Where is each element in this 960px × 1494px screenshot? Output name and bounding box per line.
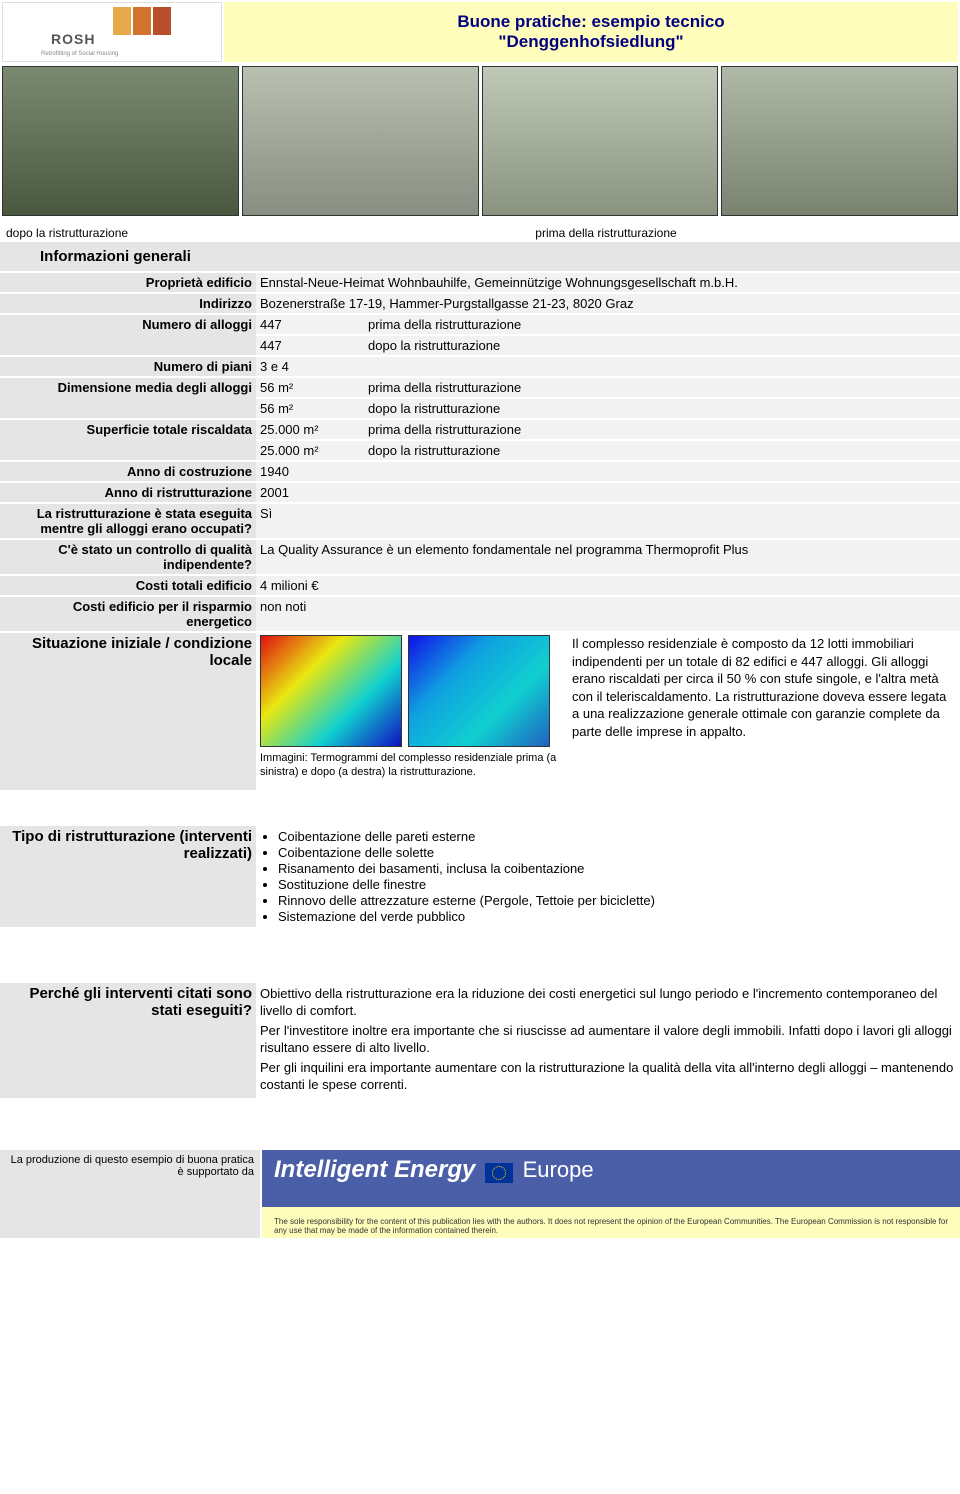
row-perche: Perché gli interventi citati sono stati …	[0, 983, 960, 1100]
title-box: Buone pratiche: esempio tecnico "Denggen…	[224, 2, 958, 62]
value-superficie-2: 25.000 m²	[256, 441, 364, 462]
logo-shapes	[113, 7, 171, 35]
footer: La produzione di questo esempio di buona…	[0, 1150, 960, 1238]
desc-alloggi-1: prima della ristrutturazione	[364, 315, 960, 336]
desc-dimensione-1: prima della ristrutturazione	[364, 378, 960, 399]
list-item: Coibentazione delle pareti esterne	[278, 829, 956, 844]
row-qualita: C'è stato un controllo di qualità indipe…	[0, 540, 960, 576]
title-line1: Buone pratiche: esempio tecnico	[457, 12, 724, 32]
label-alloggi: Numero di alloggi	[0, 315, 256, 357]
row-costi-risparmio: Costi edificio per il risparmio energeti…	[0, 597, 960, 633]
label-occupati: La ristrutturazione è stata eseguita men…	[0, 504, 256, 540]
row-tipo: Tipo di ristrutturazione (interventi rea…	[0, 826, 960, 929]
list-item: Risanamento dei basamenti, inclusa la co…	[278, 861, 956, 876]
photo-1	[2, 66, 239, 216]
value-superficie-1: 25.000 m²	[256, 420, 364, 441]
info-table: Proprietà edificio Ennstal-Neue-Heimat W…	[0, 273, 960, 1100]
photo-strip	[0, 64, 960, 218]
interventions-list: Coibentazione delle pareti esterne Coibe…	[264, 829, 956, 924]
value-piani: 3 e 4	[256, 357, 960, 378]
thermo-text: Il complesso residenziale è composto da …	[572, 635, 956, 780]
label-piani: Numero di piani	[0, 357, 256, 378]
value-situazione: Immagini: Termogrammi del complesso resi…	[256, 633, 960, 792]
logo-shape-1	[113, 7, 131, 35]
value-dimensione-2: 56 m²	[256, 399, 364, 420]
logo: ROSH Retrofitting of Social Housing	[2, 2, 222, 62]
value-alloggi-1: 447	[256, 315, 364, 336]
banner-region: Europe	[523, 1157, 594, 1182]
label-tipo: Tipo di ristrutturazione (interventi rea…	[0, 826, 256, 929]
row-alloggi-1: Numero di alloggi 447 prima della ristru…	[0, 315, 960, 336]
value-qualita: La Quality Assurance è un elemento fonda…	[256, 540, 960, 576]
label-qualita: C'è stato un controllo di qualità indipe…	[0, 540, 256, 576]
thermogram-before	[260, 635, 402, 747]
value-tipo: Coibentazione delle pareti esterne Coibe…	[256, 826, 960, 929]
row-anno-ristrutturazione: Anno di ristrutturazione 2001	[0, 483, 960, 504]
desc-superficie-2: dopo la ristrutturazione	[364, 441, 960, 462]
value-costi-totali: 4 milioni €	[256, 576, 960, 597]
value-occupati: Sì	[256, 504, 960, 540]
row-piani: Numero di piani 3 e 4	[0, 357, 960, 378]
value-indirizzo: Bozenerstraße 17-19, Hammer-Purgstallgas…	[256, 294, 960, 315]
title-line2: "Denggenhofsiedlung"	[498, 32, 683, 52]
photo-4	[721, 66, 958, 216]
list-item: Rinnovo delle attrezzature esterne (Perg…	[278, 893, 956, 908]
label-situazione: Situazione iniziale / condizione locale	[0, 633, 256, 792]
label-indirizzo: Indirizzo	[0, 294, 256, 315]
row-indirizzo: Indirizzo Bozenerstraße 17-19, Hammer-Pu…	[0, 294, 960, 315]
row-costi-totali: Costi totali edificio 4 milioni €	[0, 576, 960, 597]
label-anno-costruzione: Anno di costruzione	[0, 462, 256, 483]
row-dimensione-1: Dimensione media degli alloggi 56 m² pri…	[0, 378, 960, 399]
thermogram-after	[408, 635, 550, 747]
row-situazione: Situazione iniziale / condizione locale …	[0, 633, 960, 792]
row-superficie-1: Superficie totale riscaldata 25.000 m² p…	[0, 420, 960, 441]
logo-brand: ROSH	[51, 31, 95, 47]
header: ROSH Retrofitting of Social Housing Buon…	[0, 0, 960, 64]
value-proprieta: Ennstal-Neue-Heimat Wohnbauhilfe, Gemein…	[256, 273, 960, 294]
logo-shape-3	[153, 7, 171, 35]
value-alloggi-2: 447	[256, 336, 364, 357]
label-costi-risparmio: Costi edificio per il risparmio energeti…	[0, 597, 256, 633]
value-anno-costruzione: 1940	[256, 462, 960, 483]
caption-after: dopo la ristrutturazione	[2, 226, 254, 240]
value-costi-risparmio: non noti	[256, 597, 960, 633]
label-perche: Perché gli interventi citati sono stati …	[0, 983, 256, 1100]
thermo-images: Immagini: Termogrammi del complesso resi…	[260, 635, 560, 780]
label-anno-ristrutturazione: Anno di ristrutturazione	[0, 483, 256, 504]
row-occupati: La ristrutturazione è stata eseguita men…	[0, 504, 960, 540]
logo-shape-2	[133, 7, 151, 35]
footer-label: La produzione di questo esempio di buona…	[0, 1150, 260, 1238]
label-superficie: Superficie totale riscaldata	[0, 420, 256, 462]
footer-banner: Intelligent Energy Europe The sole respo…	[262, 1150, 960, 1238]
list-item: Coibentazione delle solette	[278, 845, 956, 860]
value-dimensione-1: 56 m²	[256, 378, 364, 399]
photo-2	[242, 66, 479, 216]
perche-p2: Per l'investitore inoltre era importante…	[260, 1022, 956, 1057]
list-item: Sistemazione del verde pubblico	[278, 909, 956, 924]
row-proprieta: Proprietà edificio Ennstal-Neue-Heimat W…	[0, 273, 960, 294]
desc-superficie-1: prima della ristrutturazione	[364, 420, 960, 441]
thermo-row: Immagini: Termogrammi del complesso resi…	[260, 635, 956, 788]
eu-flag-icon	[485, 1163, 513, 1183]
logo-tagline: Retrofitting of Social Housing	[41, 51, 118, 57]
section-general: Informazioni generali	[0, 242, 960, 273]
row-anno-costruzione: Anno di costruzione 1940	[0, 462, 960, 483]
desc-dimensione-2: dopo la ristrutturazione	[364, 399, 960, 420]
perche-p1: Obiettivo della ristrutturazione era la …	[260, 985, 956, 1020]
desc-alloggi-2: dopo la ristrutturazione	[364, 336, 960, 357]
list-item: Sostituzione delle finestre	[278, 877, 956, 892]
label-proprieta: Proprietà edificio	[0, 273, 256, 294]
label-costi-totali: Costi totali edificio	[0, 576, 256, 597]
label-dimensione: Dimensione media degli alloggi	[0, 378, 256, 420]
photo-captions: dopo la ristrutturazione prima della ris…	[0, 218, 960, 242]
disclaimer: The sole responsibility for the content …	[274, 1217, 948, 1236]
thermo-caption: Immagini: Termogrammi del complesso resi…	[260, 751, 560, 780]
photo-3	[482, 66, 719, 216]
perche-p3: Per gli inquilini era importante aumenta…	[260, 1059, 956, 1094]
banner-brand: Intelligent Energy	[274, 1156, 475, 1183]
value-perche: Obiettivo della ristrutturazione era la …	[256, 983, 960, 1100]
value-anno-ristrutturazione: 2001	[256, 483, 960, 504]
caption-before: prima della ristrutturazione	[254, 226, 958, 240]
